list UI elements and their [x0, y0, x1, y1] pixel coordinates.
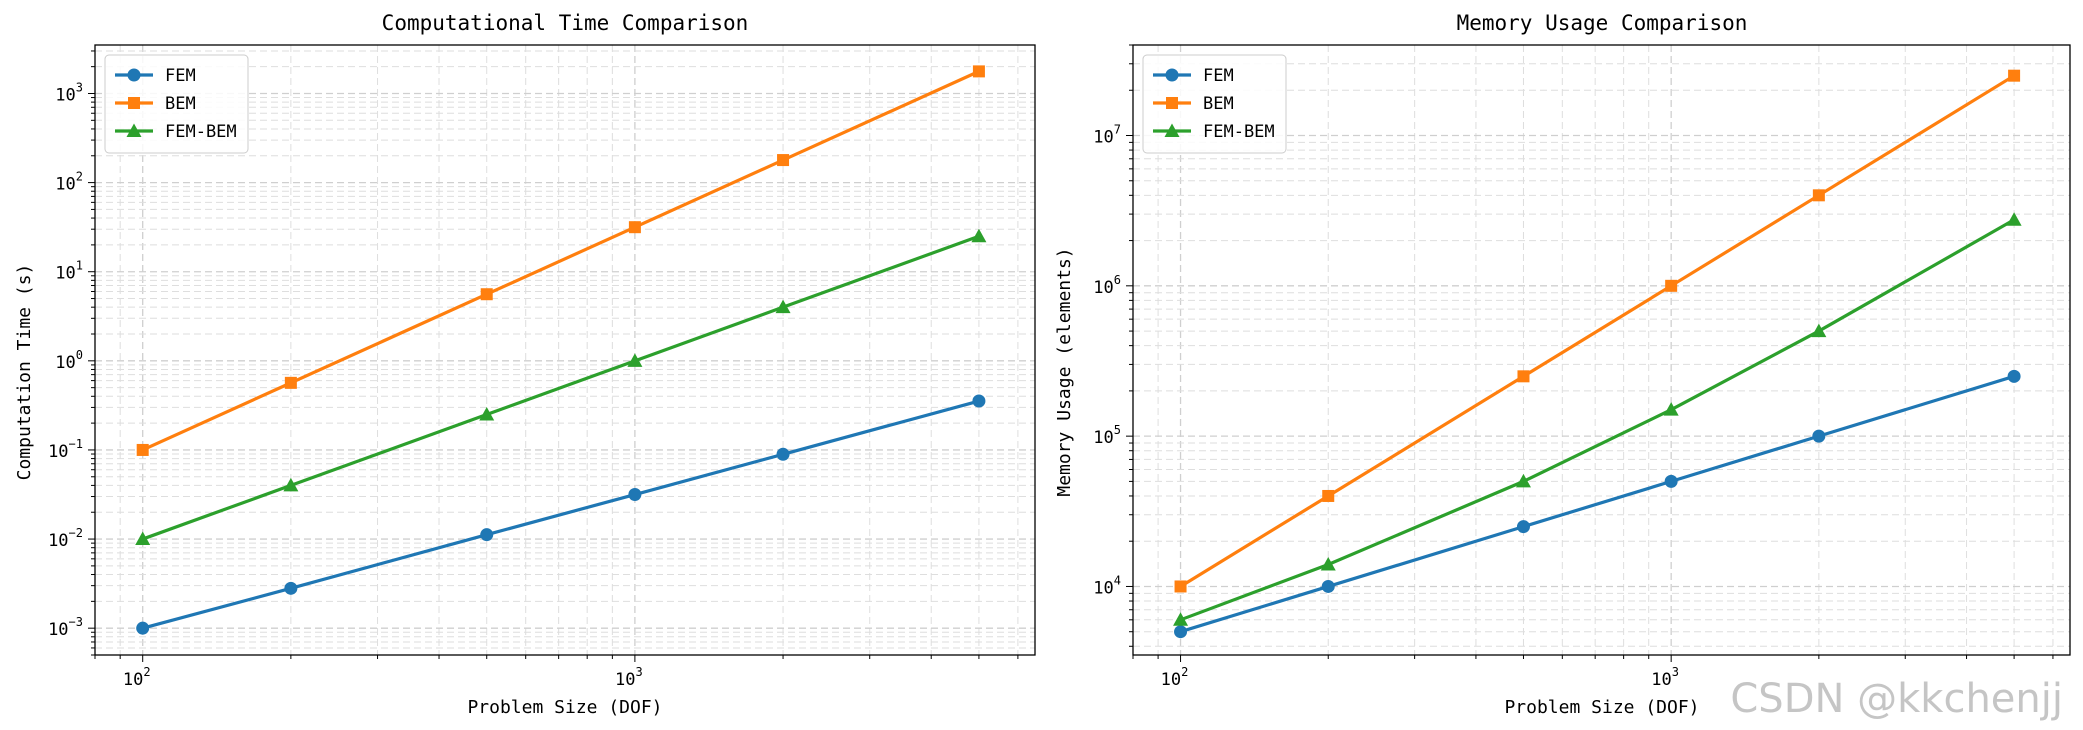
- series-line: [1179, 218, 2015, 622]
- series-line: [1180, 374, 2015, 634]
- legend-label: FEM: [165, 66, 196, 86]
- legend-marker: [126, 123, 142, 137]
- legend-label: FEM-BEM: [165, 122, 237, 142]
- series-fem-bem: [1173, 212, 2022, 626]
- legend-marker: [1165, 68, 1179, 82]
- ticks: [1126, 44, 2054, 662]
- data-point: [1173, 612, 1189, 626]
- data-point: [971, 228, 987, 243]
- legend: FEM BEM FEM-BEM: [1142, 54, 1287, 154]
- data-point: [1665, 279, 1678, 292]
- data-point: [972, 65, 985, 78]
- series-line: [142, 234, 980, 541]
- data-point: [1174, 580, 1187, 593]
- data-point: [775, 299, 791, 314]
- legend: FEM BEM FEM-BEM: [104, 54, 249, 154]
- data-point: [1664, 474, 1678, 488]
- memory-usage-chart: Memory Usage Comparison Problem Size (DO…: [1054, 11, 2071, 718]
- plot-frame: [1132, 44, 2071, 656]
- plot-frame: [94, 44, 1036, 656]
- data-point: [628, 221, 641, 234]
- legend-marker: [1166, 97, 1178, 109]
- data-point: [776, 447, 790, 461]
- y-tick-label: 102: [55, 170, 83, 195]
- legend-label: BEM: [1203, 94, 1234, 114]
- grid: [94, 45, 1035, 656]
- legend-marker: [127, 68, 141, 82]
- data-point: [627, 353, 643, 367]
- series-bem: [1174, 69, 2021, 593]
- data-point: [2008, 69, 2021, 82]
- series-line: [142, 69, 980, 452]
- y-tick-label: 103: [55, 80, 83, 105]
- series-bem: [136, 65, 985, 456]
- x-tick-label: 102: [123, 665, 151, 690]
- data-point: [1321, 579, 1335, 593]
- chart-title: Memory Usage Comparison: [1457, 11, 1748, 35]
- legend-box: [1142, 54, 1287, 154]
- chart-title: Computational Time Comparison: [382, 11, 749, 35]
- y-tick-label: 101: [55, 259, 83, 284]
- data-point: [283, 477, 299, 492]
- legend-label: BEM: [165, 94, 196, 114]
- x-axis-label: Problem Size (DOF): [1504, 697, 1699, 718]
- data-point: [480, 528, 494, 542]
- data-point: [1322, 489, 1335, 502]
- data-point: [777, 154, 790, 167]
- data-point: [1517, 370, 1530, 383]
- data-point: [479, 406, 495, 421]
- data-point: [136, 621, 150, 635]
- data-point: [1663, 402, 1679, 416]
- data-point: [284, 376, 297, 389]
- y-axis-label: Memory Usage (elements): [1054, 247, 1075, 496]
- data-point: [136, 443, 149, 456]
- y-tick-label: 107: [1093, 123, 1121, 148]
- y-axis-label: Computation Time (s): [14, 264, 35, 481]
- y-tick-label: 10−1: [48, 437, 83, 462]
- data-point: [1812, 429, 1826, 443]
- data-point: [480, 288, 493, 301]
- series-line: [1179, 74, 2015, 588]
- y-tick-label: 10−3: [48, 615, 83, 640]
- computation-time-chart: Computational Time Comparison Problem Si…: [14, 11, 1036, 718]
- y-tick-label: 105: [1093, 423, 1121, 448]
- x-tick-label: 102: [1161, 665, 1189, 690]
- x-tick-label: 103: [615, 665, 643, 690]
- data-point: [1320, 556, 1336, 571]
- data-point: [284, 581, 298, 595]
- data-point: [1812, 189, 1825, 202]
- series-fem: [136, 394, 986, 635]
- legend-label: FEM-BEM: [1203, 122, 1275, 142]
- ticks: [88, 50, 1019, 662]
- x-axis-label: Problem Size (DOF): [467, 697, 662, 718]
- legend-marker: [128, 97, 140, 109]
- data-point: [1515, 473, 1531, 488]
- legend-label: FEM: [1203, 66, 1234, 86]
- legend-marker: [1164, 123, 1180, 137]
- data-point: [628, 488, 642, 502]
- watermark: CSDN @kkchenjj: [1730, 676, 2063, 722]
- data-point: [135, 531, 151, 546]
- data-point: [1811, 323, 1827, 338]
- data-point: [2007, 369, 2021, 383]
- data-point: [2006, 212, 2022, 226]
- data-point: [1516, 520, 1530, 534]
- legend-box: [104, 54, 249, 154]
- series-line: [142, 399, 980, 630]
- y-tick-label: 106: [1093, 273, 1121, 298]
- y-tick-label: 10−2: [48, 526, 83, 551]
- series-fem-bem: [135, 228, 987, 546]
- data-point: [972, 394, 986, 408]
- data-point: [1174, 625, 1188, 639]
- x-tick-label: 103: [1651, 665, 1679, 690]
- y-tick-label: 100: [55, 348, 83, 373]
- series-fem: [1174, 369, 2021, 639]
- y-tick-label: 104: [1093, 573, 1121, 598]
